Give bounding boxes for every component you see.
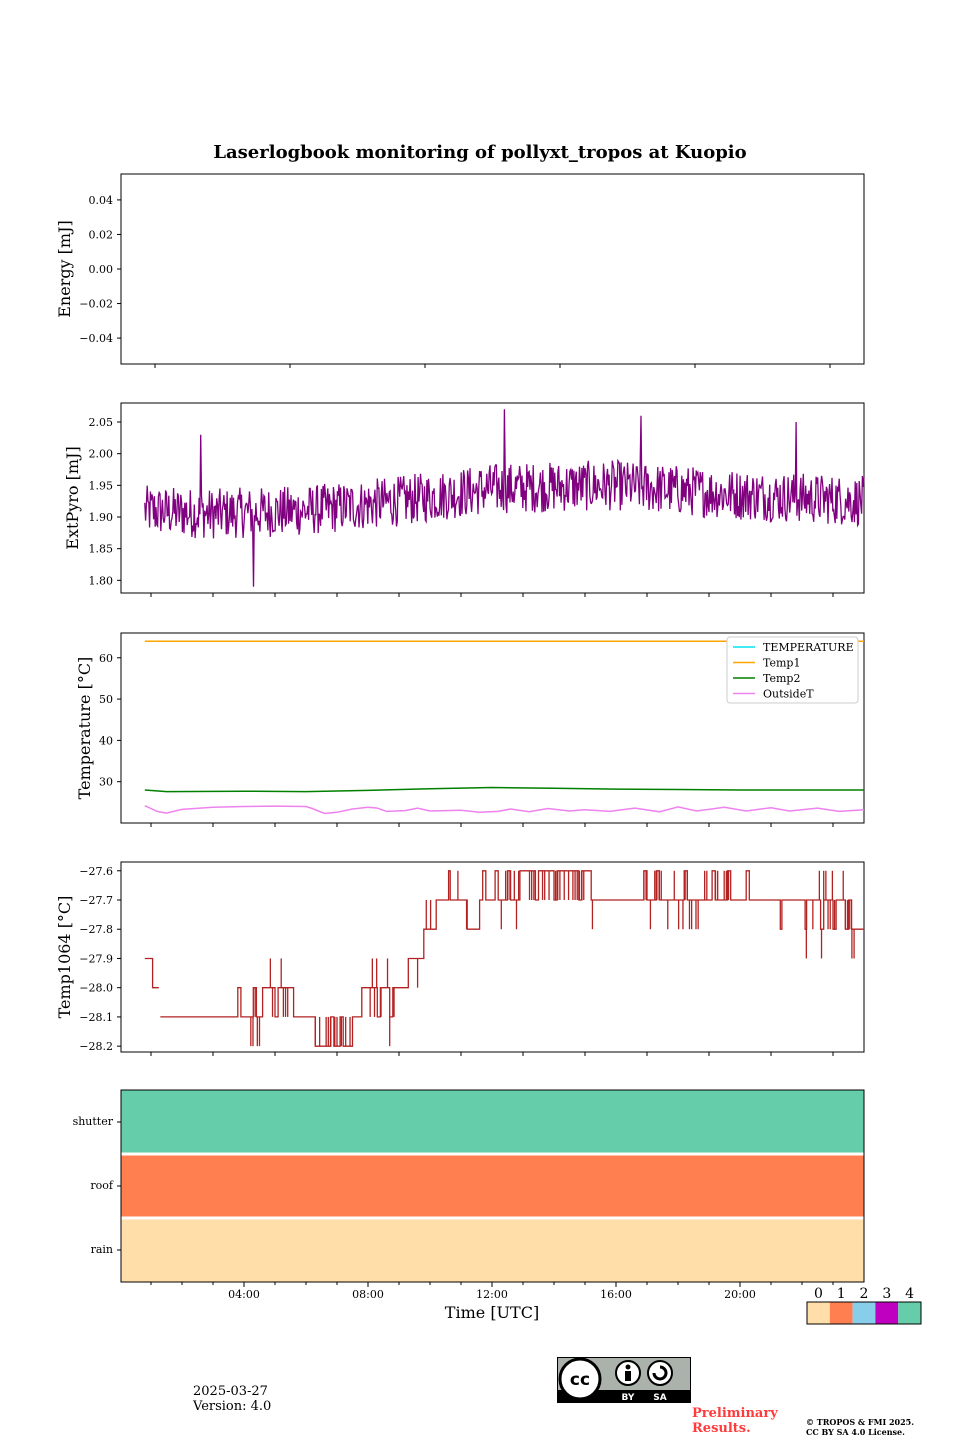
svg-text:cc: cc: [570, 1370, 590, 1390]
copyright-note: © TROPOS & FMI 2025. CC BY SA 4.0 Licens…: [806, 1417, 915, 1437]
panel-frame: [120, 402, 865, 594]
run-info: 2025-03-27 Version: 4.0: [193, 1384, 271, 1414]
y-tick-label: −28.1: [79, 1011, 113, 1024]
status-row-shutter: [121, 1090, 864, 1154]
svg-text:SA: SA: [653, 1393, 666, 1403]
y-tick-label: −27.9: [79, 952, 113, 965]
legend-entry: Temp2: [763, 672, 800, 685]
colorbar-frame: [806, 1301, 922, 1325]
version-label: Version: 4.0: [193, 1399, 272, 1414]
x-tick-label: 16:00: [600, 1288, 632, 1301]
panel-frame: [120, 632, 865, 824]
y-tick-label: −0.02: [79, 298, 113, 311]
y-tick-label: 0.02: [89, 228, 114, 241]
panels: −0.04 −0.02 0.00 0.02 0.04 Energy [mJ] 1.80 1.8…: [55, 173, 922, 1325]
status-row-roof: [121, 1154, 864, 1218]
status-row-label: shutter: [73, 1115, 114, 1128]
y-tick-label: −27.6: [79, 865, 113, 878]
series-line-temp1064: [144, 957, 159, 989]
x-axis-label: Time [UTC]: [445, 1303, 539, 1322]
colorbar-tick-label: 1: [837, 1286, 846, 1302]
y-tick-label: 30: [99, 776, 113, 789]
y-tick-label: 40: [99, 734, 113, 747]
colorbar-swatch: [875, 1302, 899, 1324]
y-tick-label: 2.00: [89, 448, 114, 461]
preliminary-note: Preliminary Results.: [692, 1406, 778, 1436]
svg-text:BY: BY: [622, 1393, 635, 1403]
y-tick-label: −27.7: [79, 894, 113, 907]
legend-entry: Temp1: [763, 657, 800, 670]
legend-entry: OutsideT: [763, 688, 814, 701]
y-tick-label: 0.04: [89, 194, 114, 207]
cc-by-sa-badge: cc BY SA: [557, 1357, 691, 1403]
cc-icon: [558, 1357, 602, 1401]
panel-frame: [120, 861, 865, 1053]
y-tick-label: 60: [99, 652, 113, 665]
y-tick-label: 1.80: [89, 574, 114, 587]
colorbar-swatch: [807, 1302, 830, 1324]
series-line-temp2: [144, 786, 864, 793]
y-tick-label: −0.04: [79, 332, 113, 345]
colorbar-swatch: [898, 1302, 921, 1324]
series-line-extpyro: [144, 409, 865, 587]
y-tick-label: 1.85: [89, 543, 114, 556]
panel-frame: [120, 173, 865, 365]
x-tick-label: 12:00: [476, 1288, 508, 1301]
y-tick-label: 50: [99, 693, 113, 706]
share-alike-icon: [647, 1360, 673, 1386]
y-axis-label: Energy [mJ]: [55, 220, 74, 318]
x-tick-label: 20:00: [724, 1288, 756, 1301]
y-tick-label: 1.95: [89, 479, 114, 492]
y-axis-label: Temperature [°C]: [75, 657, 94, 800]
y-tick-label: −28.2: [79, 1040, 113, 1053]
colorbar-swatch: [852, 1302, 876, 1324]
chart-title: Laserlogbook monitoring of pollyxt_tropo…: [213, 142, 746, 163]
colorbar-tick-label: 3: [882, 1286, 891, 1302]
colorbar-tick-label: 2: [860, 1286, 869, 1302]
y-axis-label: Temp1064 [°C]: [55, 896, 74, 1019]
series-line-outsidet: [144, 805, 865, 815]
y-tick-label: 2.05: [89, 416, 114, 429]
legend-box: [726, 636, 859, 704]
x-tick-label: 04:00: [228, 1288, 260, 1301]
colorbar-tick-label: 4: [905, 1286, 914, 1302]
status-row-label: rain: [91, 1243, 113, 1256]
series-line-temp1064: [160, 870, 864, 1047]
y-tick-label: −27.8: [79, 923, 113, 936]
colorbar-swatch: [829, 1302, 853, 1324]
status-row-label: roof: [90, 1179, 114, 1192]
run-date: 2025-03-27: [193, 1384, 268, 1399]
colorbar-tick-label: 0: [814, 1286, 823, 1302]
x-tick-label: 08:00: [352, 1288, 384, 1301]
status-row-rain: [121, 1218, 864, 1282]
legend-entry: TEMPERATURE: [763, 641, 854, 654]
y-tick-label: 0.00: [89, 263, 114, 276]
y-axis-label: ExtPyro [mJ]: [63, 446, 82, 549]
y-tick-label: −28.0: [79, 982, 113, 995]
y-tick-label: 1.90: [89, 511, 114, 524]
